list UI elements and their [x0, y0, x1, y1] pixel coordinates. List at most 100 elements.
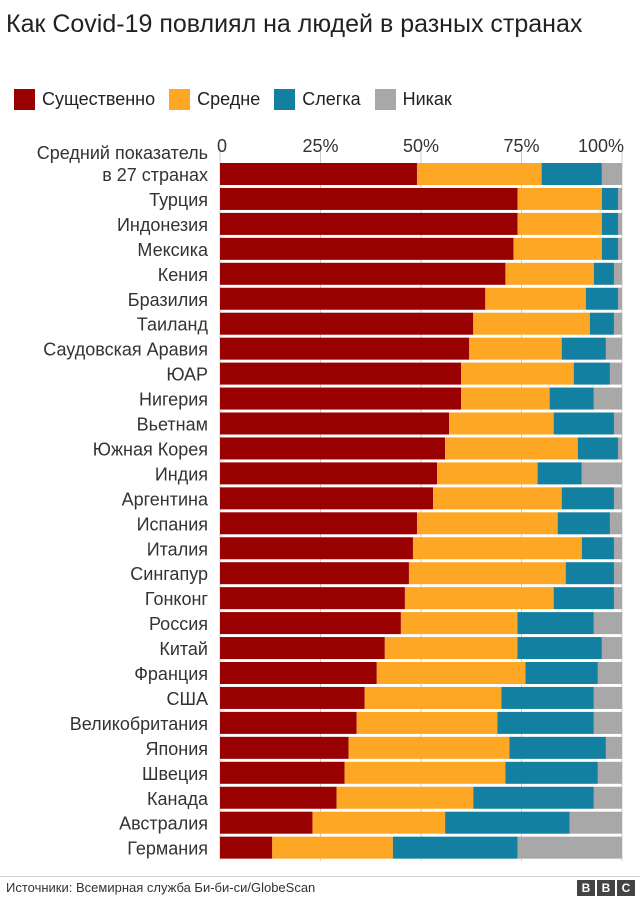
bar-segment	[364, 686, 502, 709]
category-label: Нигерия	[139, 390, 208, 410]
bar-segment	[220, 237, 514, 260]
bar-segment	[220, 562, 409, 585]
x-tick-label: 25%	[302, 136, 338, 156]
bar-segment	[461, 387, 550, 410]
bar-segment	[517, 187, 602, 210]
bar-segment	[613, 562, 622, 585]
bar-segment	[537, 462, 582, 485]
category-label: Канада	[147, 789, 209, 809]
category-label: Китай	[159, 639, 208, 659]
category-label: Япония	[146, 739, 209, 759]
bar-segment	[525, 662, 598, 684]
bar-segment	[461, 362, 574, 385]
bar-segment	[549, 387, 594, 410]
bar-segment	[553, 412, 614, 435]
category-label: Турция	[149, 190, 208, 210]
bar-segment	[517, 212, 602, 235]
legend-label-substantial: Существенно	[42, 88, 156, 109]
x-tick-label: 0	[217, 136, 227, 156]
bar-segment	[593, 262, 614, 285]
category-label: Австралия	[119, 814, 208, 834]
bar-segment	[505, 761, 598, 784]
bar-segment	[220, 163, 417, 185]
bar-segment	[220, 287, 486, 310]
bar-segment	[517, 637, 602, 660]
bar-segment	[220, 337, 470, 360]
category-label: Индонезия	[117, 215, 208, 235]
bar-segment	[561, 487, 614, 510]
category-label: Франция	[134, 664, 208, 684]
category-label: Россия	[149, 614, 208, 634]
bar-segment	[220, 836, 273, 859]
x-tick-label: 75%	[503, 136, 539, 156]
category-label: в 27 странах	[102, 165, 208, 185]
bar-segment	[517, 836, 622, 859]
source-note: Источники: Всемирная служба Би-би-си/Glo…	[6, 880, 316, 895]
bar-segment	[445, 811, 570, 834]
bar-segment	[356, 711, 498, 734]
bar-segment	[601, 637, 622, 660]
legend-swatch-medium	[169, 88, 191, 110]
bar-segment	[485, 287, 586, 310]
bar-segment	[220, 387, 462, 410]
bar-segment	[597, 662, 622, 684]
legend: Существенно Средне Слегка Никак	[14, 88, 466, 110]
legend-item-substantial: Существенно	[14, 88, 156, 110]
bar-segment	[613, 412, 622, 435]
category-label: Таиланд	[137, 315, 209, 335]
bar-segment	[581, 462, 622, 485]
bar-segment	[517, 612, 594, 635]
bar-segment	[605, 337, 622, 360]
bbc-logo-letter: B	[597, 880, 615, 896]
bar-segment	[220, 262, 506, 285]
bar-segment	[593, 711, 622, 734]
legend-item-medium: Средне	[169, 88, 260, 110]
bar-segment	[392, 836, 518, 859]
bar-segment	[501, 686, 594, 709]
bar-segment	[585, 287, 618, 310]
legend-label-none: Никак	[402, 88, 452, 109]
bar-segment	[509, 736, 606, 759]
bar-segment	[220, 811, 313, 834]
bar-segment	[220, 487, 434, 510]
bar-segment	[437, 462, 538, 485]
category-label: Италия	[147, 539, 208, 559]
bar-segment	[348, 736, 510, 759]
bar-segment	[220, 686, 365, 709]
bbc-logo-letter: C	[617, 880, 635, 896]
bar-segment	[344, 761, 506, 784]
bar-segment	[577, 437, 618, 460]
bar-segment	[272, 836, 393, 859]
legend-swatch-substantial	[14, 88, 35, 110]
bar-segment	[581, 537, 614, 560]
bar-segment	[220, 362, 462, 385]
bar-segment	[220, 736, 349, 759]
category-label: Испания	[137, 514, 208, 534]
bar-segment	[605, 736, 622, 759]
bar-segment	[601, 237, 618, 260]
chart-title: Как Covid-19 повлиял на людей в разных с…	[6, 10, 583, 38]
bar-segment	[336, 786, 474, 809]
legend-swatch-none	[374, 88, 396, 110]
bar-segment	[569, 811, 622, 834]
bar-segment	[617, 437, 622, 460]
bar-segment	[593, 387, 622, 410]
category-label: Южная Корея	[93, 439, 208, 459]
category-label: Великобритания	[70, 714, 208, 734]
category-label: США	[166, 689, 208, 709]
bar-segment	[613, 537, 622, 560]
bar-segment	[220, 637, 385, 660]
category-label: Индия	[155, 464, 208, 484]
category-label: Германия	[127, 839, 208, 859]
bar-segment	[613, 312, 622, 335]
category-label: Аргентина	[122, 489, 209, 509]
bar-segment	[220, 761, 345, 784]
bar-segment	[416, 163, 542, 185]
category-label: Сингапур	[130, 564, 208, 584]
bar-segment	[613, 587, 622, 610]
bar-segment	[384, 637, 518, 660]
bar-segment	[593, 612, 622, 635]
bar-segment	[445, 437, 578, 460]
x-tick-label: 50%	[403, 136, 439, 156]
